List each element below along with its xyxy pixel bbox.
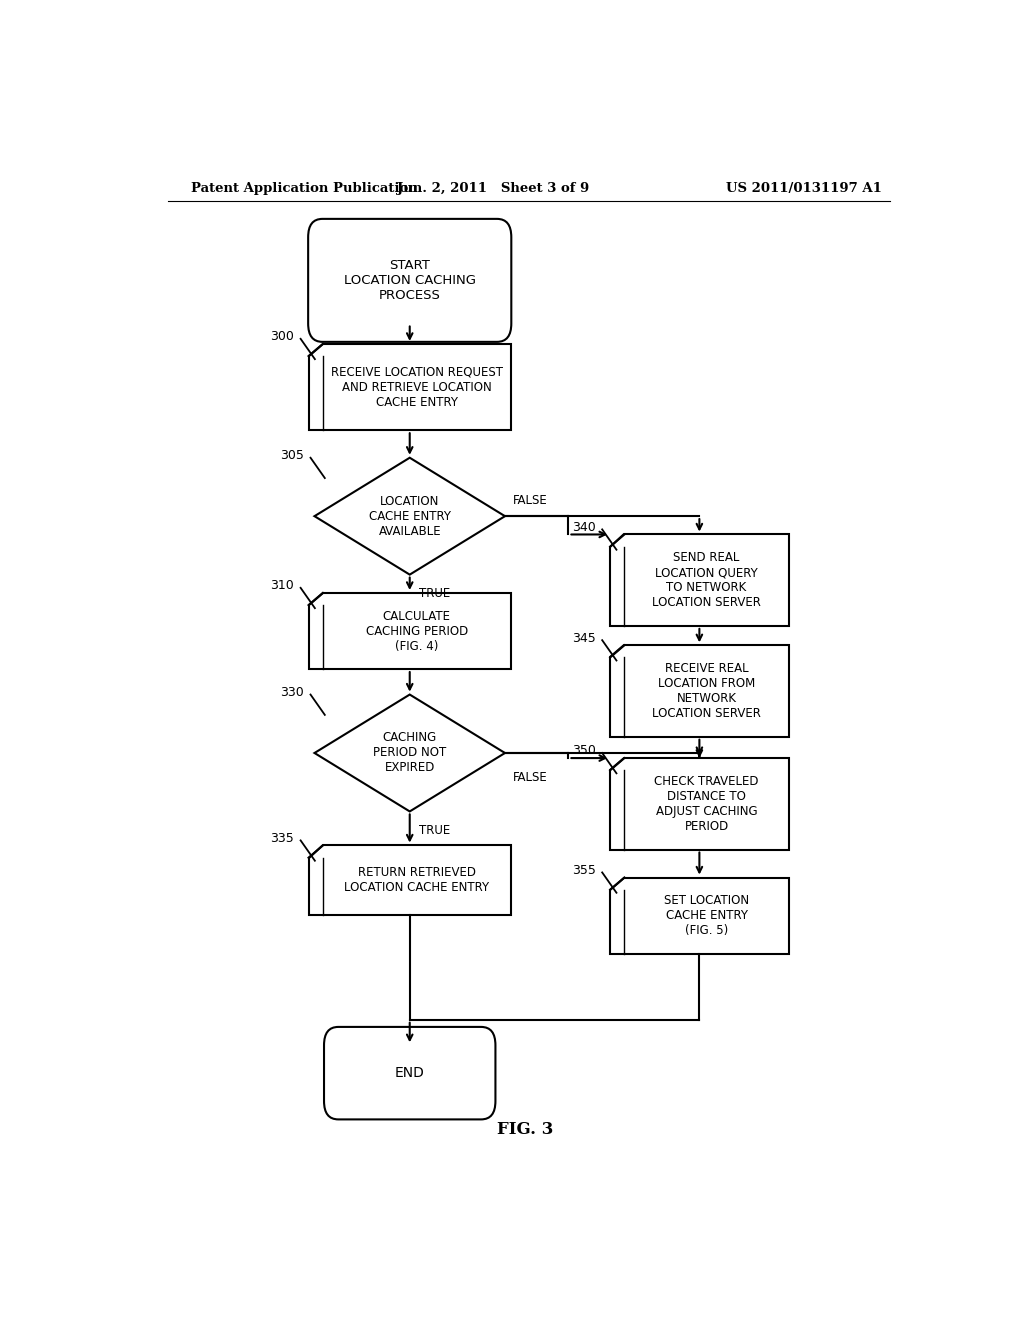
Text: Patent Application Publication: Patent Application Publication [191, 182, 418, 195]
Polygon shape [610, 878, 788, 954]
Text: 345: 345 [572, 632, 596, 644]
Polygon shape [308, 846, 511, 915]
Text: CACHING
PERIOD NOT
EXPIRED: CACHING PERIOD NOT EXPIRED [373, 731, 446, 775]
Text: 300: 300 [270, 330, 294, 343]
Text: LOCATION
CACHE ENTRY
AVAILABLE: LOCATION CACHE ENTRY AVAILABLE [369, 495, 451, 537]
Text: Jun. 2, 2011   Sheet 3 of 9: Jun. 2, 2011 Sheet 3 of 9 [397, 182, 589, 195]
Text: SEND REAL
LOCATION QUERY
TO NETWORK
LOCATION SERVER: SEND REAL LOCATION QUERY TO NETWORK LOCA… [652, 552, 761, 610]
Text: START
LOCATION CACHING
PROCESS: START LOCATION CACHING PROCESS [344, 259, 476, 302]
Text: 335: 335 [270, 832, 294, 845]
Text: TRUE: TRUE [419, 587, 451, 599]
Text: 305: 305 [281, 449, 304, 462]
Text: FIG. 3: FIG. 3 [497, 1121, 553, 1138]
Text: CALCULATE
CACHING PERIOD
(FIG. 4): CALCULATE CACHING PERIOD (FIG. 4) [366, 610, 468, 652]
Text: CHECK TRAVELED
DISTANCE TO
ADJUST CACHING
PERIOD: CHECK TRAVELED DISTANCE TO ADJUST CACHIN… [654, 775, 759, 833]
Text: FALSE: FALSE [513, 771, 548, 784]
Text: END: END [395, 1067, 425, 1080]
Polygon shape [610, 535, 788, 626]
Text: FALSE: FALSE [513, 495, 548, 507]
FancyBboxPatch shape [324, 1027, 496, 1119]
Text: 340: 340 [572, 521, 596, 533]
Text: US 2011/0131197 A1: US 2011/0131197 A1 [726, 182, 882, 195]
Polygon shape [308, 345, 511, 430]
Text: RECEIVE LOCATION REQUEST
AND RETRIEVE LOCATION
CACHE ENTRY: RECEIVE LOCATION REQUEST AND RETRIEVE LO… [331, 366, 503, 409]
Text: RECEIVE REAL
LOCATION FROM
NETWORK
LOCATION SERVER: RECEIVE REAL LOCATION FROM NETWORK LOCAT… [652, 663, 761, 719]
Text: 330: 330 [281, 686, 304, 700]
FancyBboxPatch shape [308, 219, 511, 342]
Text: 350: 350 [572, 744, 596, 758]
Text: SET LOCATION
CACHE ENTRY
(FIG. 5): SET LOCATION CACHE ENTRY (FIG. 5) [664, 894, 750, 937]
Text: RETURN RETRIEVED
LOCATION CACHE ENTRY: RETURN RETRIEVED LOCATION CACHE ENTRY [344, 866, 489, 894]
Text: 310: 310 [270, 579, 294, 593]
Polygon shape [314, 694, 505, 812]
Text: 355: 355 [572, 863, 596, 876]
Polygon shape [308, 593, 511, 669]
Polygon shape [610, 645, 788, 737]
Text: TRUE: TRUE [419, 824, 451, 837]
Polygon shape [610, 758, 788, 850]
Polygon shape [314, 458, 505, 574]
